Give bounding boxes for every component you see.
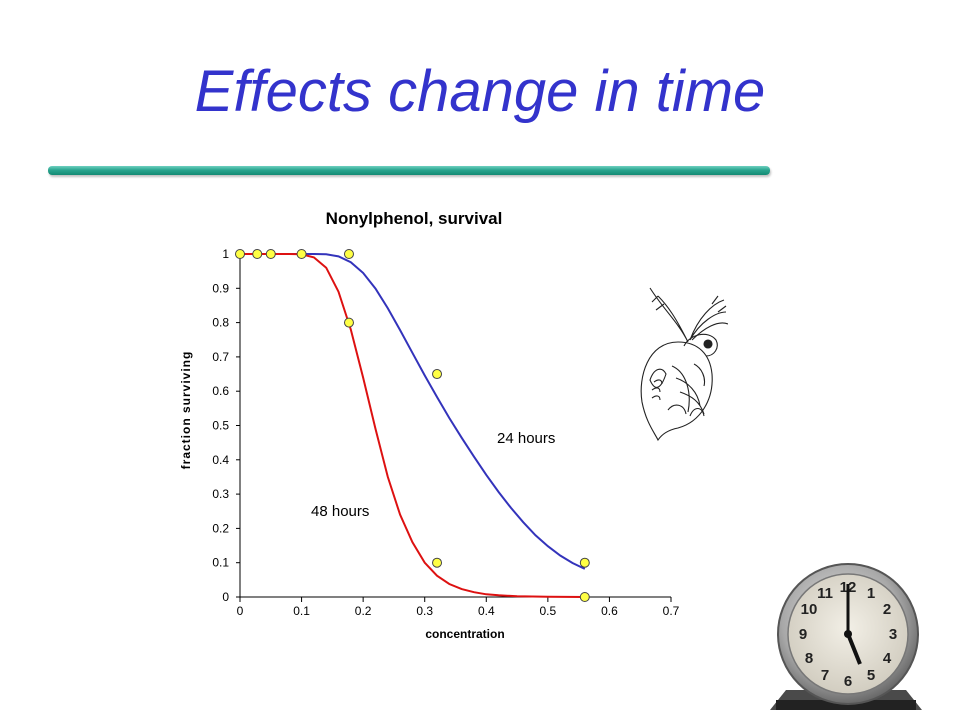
x-tick-label: 0.5 bbox=[540, 604, 557, 618]
series-label-48-hours: 48 hours bbox=[311, 503, 369, 520]
series-line-48-hours bbox=[240, 253, 585, 598]
y-tick-label: 1 bbox=[222, 247, 229, 261]
y-tick-label: 0.2 bbox=[212, 521, 229, 535]
y-tick-label: 0.7 bbox=[212, 350, 229, 364]
data-markers bbox=[235, 249, 590, 602]
data-point-24-hours bbox=[343, 249, 354, 259]
svg-text:7: 7 bbox=[821, 667, 829, 684]
svg-text:11: 11 bbox=[817, 585, 833, 602]
data-point-48-hours bbox=[265, 249, 276, 259]
data-point-24-hours bbox=[432, 369, 443, 380]
chart-axes: 0 0.1 0.2 0.3 0.4 0.5 0.6 0.7 0.8 0.9 1 0 0.1 0.2 0.3 0… bbox=[212, 247, 679, 618]
daphnia-icon bbox=[640, 287, 728, 442]
x-tick-label: 0.4 bbox=[478, 604, 495, 618]
svg-text:2: 2 bbox=[883, 601, 891, 618]
y-tick-label: 0 bbox=[222, 590, 229, 604]
x-tick-label: 0.6 bbox=[601, 604, 618, 618]
y-tick-label: 0.1 bbox=[212, 556, 229, 570]
y-tick-label: 0.8 bbox=[212, 316, 229, 330]
svg-text:6: 6 bbox=[844, 673, 852, 690]
data-point-48-hours bbox=[432, 557, 443, 568]
title-divider bbox=[48, 166, 770, 175]
x-tick-label: 0.7 bbox=[663, 604, 680, 618]
series-line-24-hours bbox=[240, 253, 586, 570]
x-tick-label: 0.2 bbox=[355, 604, 372, 618]
data-point-48-hours bbox=[235, 249, 245, 259]
chart-title: Nonylphenol, survival bbox=[326, 209, 503, 228]
svg-text:8: 8 bbox=[805, 650, 813, 667]
data-point-48-hours bbox=[252, 249, 263, 259]
data-point-48-hours bbox=[296, 249, 307, 259]
y-tick-label: 0.3 bbox=[212, 487, 229, 501]
data-point-48-hours bbox=[579, 592, 590, 602]
data-point-24-hours bbox=[579, 557, 590, 568]
y-tick-label: 0.4 bbox=[212, 453, 229, 467]
svg-text:5: 5 bbox=[867, 667, 875, 684]
y-tick-label: 0.6 bbox=[212, 384, 229, 398]
svg-text:3: 3 bbox=[889, 626, 897, 643]
data-point-48-hours bbox=[343, 317, 354, 328]
alarm-clock-icon: 12 1 2 3 4 5 6 7 8 9 10 11 bbox=[736, 550, 960, 720]
svg-text:9: 9 bbox=[799, 626, 807, 643]
x-tick-label: 0 bbox=[237, 604, 244, 618]
y-tick-label: 0.9 bbox=[212, 281, 229, 295]
slide-title: Effects change in time bbox=[194, 59, 766, 124]
series-lines bbox=[240, 253, 586, 598]
svg-text:1: 1 bbox=[867, 585, 875, 602]
y-axis-title: fraction surviving bbox=[179, 351, 193, 470]
series-label-24-hours: 24 hours bbox=[497, 430, 555, 447]
x-tick-label: 0.3 bbox=[416, 604, 433, 618]
svg-text:10: 10 bbox=[801, 601, 818, 618]
y-tick-label: 0.5 bbox=[212, 419, 229, 433]
x-axis-title: concentration bbox=[425, 627, 504, 641]
svg-text:4: 4 bbox=[883, 650, 892, 667]
x-tick-label: 0.1 bbox=[293, 604, 310, 618]
